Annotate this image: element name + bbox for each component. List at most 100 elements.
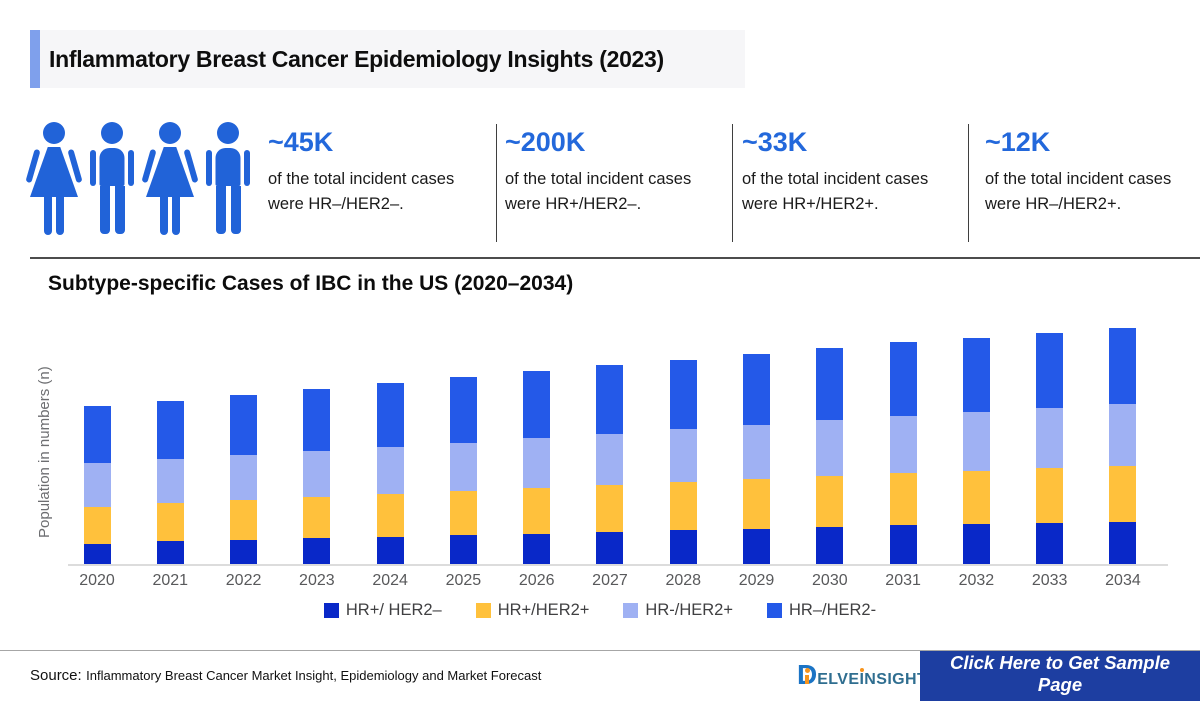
person-icon-woman xyxy=(25,122,83,240)
legend: HR+/ HER2– HR+/HER2+ HR-/HER2+ HR–/HER2- xyxy=(0,601,1200,620)
bar-column-2022 xyxy=(222,325,266,565)
bar-segment xyxy=(1109,466,1137,522)
bar-segment xyxy=(523,488,551,534)
legend-item: HR-/HER2+ xyxy=(623,601,733,620)
title-accent-bar xyxy=(30,30,40,88)
bar-column-2020 xyxy=(75,325,119,565)
bar-segment xyxy=(449,443,477,491)
bar-segment xyxy=(376,537,404,565)
stacked-bar xyxy=(1036,333,1064,565)
bar-column-2025 xyxy=(441,325,485,565)
x-axis-label: 2027 xyxy=(592,572,628,589)
title-bar: Inflammatory Breast Cancer Epidemiology … xyxy=(30,30,745,88)
person-leg-right xyxy=(231,186,241,234)
bar-segment xyxy=(449,491,477,535)
logo-letter-i: I xyxy=(859,668,864,689)
bar-column-2031 xyxy=(881,325,925,565)
stat-block-hr-pos-her2-neg: ~200K of the total incident cases were H… xyxy=(505,127,720,217)
source-text: Inflammatory Breast Cancer Market Insigh… xyxy=(86,668,542,683)
bar-segment xyxy=(230,395,258,455)
x-axis-label: 2034 xyxy=(1105,572,1141,589)
person-head xyxy=(43,122,65,144)
stat-description: of the total incident cases were HR–/HER… xyxy=(268,170,455,213)
x-axis-label: 2024 xyxy=(372,572,408,589)
bar-segment xyxy=(83,406,111,463)
stat-block-hr-pos-her2-pos: ~33K of the total incident cases were HR… xyxy=(742,127,957,217)
person-leg-left xyxy=(44,197,52,235)
legend-label: HR–/HER2- xyxy=(788,601,877,619)
bar-segment xyxy=(962,338,990,412)
bar-segment xyxy=(962,524,990,565)
bar-segment xyxy=(743,425,771,479)
logo-orange-dot-icon xyxy=(805,668,810,673)
legend-label: HR-/HER2+ xyxy=(645,601,733,619)
bar-segment xyxy=(156,503,184,541)
person-leg-left xyxy=(100,186,110,234)
person-leg-right xyxy=(56,197,64,235)
logo-i-dot-icon xyxy=(859,668,864,672)
legend-swatch-icon xyxy=(623,603,639,618)
bar-segment xyxy=(889,525,917,565)
stat-block-hr-neg-her2-pos: ~12K of the total incident cases were HR… xyxy=(985,127,1200,217)
bar-segment xyxy=(376,383,404,447)
bar-segment xyxy=(1109,404,1137,466)
stacked-bar xyxy=(303,389,331,565)
bar-segment xyxy=(669,530,697,565)
person-arm-right xyxy=(244,150,250,186)
bar-segment xyxy=(523,534,551,565)
stat-divider xyxy=(968,124,969,242)
bar-segment xyxy=(669,429,697,482)
bar-segment xyxy=(669,482,697,530)
stat-value: ~200K xyxy=(505,127,586,157)
legend-item: HR+/ HER2– xyxy=(323,601,442,620)
person-arm-left xyxy=(206,150,212,186)
legend-swatch-icon xyxy=(766,603,782,618)
x-axis-label: 2020 xyxy=(79,572,115,589)
bar-segment xyxy=(1109,328,1137,404)
bar-segment xyxy=(449,377,477,443)
bar-segment xyxy=(1109,522,1137,565)
bar-column-2021 xyxy=(148,325,192,565)
bars-row xyxy=(75,325,1145,565)
bar-column-2027 xyxy=(588,325,632,565)
x-axis-label: 2028 xyxy=(665,572,702,589)
bar-segment xyxy=(156,541,184,565)
bar-segment xyxy=(816,476,844,527)
bar-column-2026 xyxy=(515,325,559,565)
person-leg-left xyxy=(216,186,226,234)
bar-segment xyxy=(156,401,184,459)
bar-column-2030 xyxy=(808,325,852,565)
stat-divider xyxy=(732,124,733,242)
x-axis-line xyxy=(68,564,1168,566)
bar-segment xyxy=(962,412,990,471)
sample-page-button[interactable]: Click Here to Get Sample Page xyxy=(920,651,1200,701)
bar-segment xyxy=(596,365,624,434)
bar-segment xyxy=(303,538,331,565)
x-labels-row: 2020 2021 2022 2023 2024 2025 2026 2027 2028 2029… xyxy=(75,572,1145,590)
bar-segment xyxy=(816,527,844,565)
bar-segment xyxy=(523,438,551,488)
bar-segment xyxy=(889,473,917,525)
bar-segment xyxy=(596,485,624,532)
bar-segment xyxy=(230,540,258,565)
logo-text: ELVE INSIGHT xyxy=(817,668,928,689)
logo-text-part2: NSIGHT xyxy=(864,671,928,688)
person-icon-man xyxy=(86,122,138,240)
bar-segment xyxy=(303,389,331,451)
stat-value: ~45K xyxy=(268,127,334,157)
person-torso xyxy=(99,148,125,186)
stat-value: ~33K xyxy=(742,127,808,157)
bar-column-2034 xyxy=(1101,325,1145,565)
footer-divider xyxy=(0,650,1200,651)
bar-segment xyxy=(889,342,917,416)
bar-segment xyxy=(303,497,331,538)
legend-label: HR+/HER2+ xyxy=(497,601,590,619)
bar-segment xyxy=(1036,408,1064,468)
sample-page-button-label: Click Here to Get Sample Page xyxy=(949,651,1171,695)
section-divider xyxy=(30,257,1200,259)
x-axis-label: 2029 xyxy=(738,572,775,589)
stacked-bar xyxy=(816,348,844,565)
logo-letter-d: D xyxy=(797,661,817,689)
legend-item: HR+/HER2+ xyxy=(475,601,590,620)
bar-column-2033 xyxy=(1028,325,1072,565)
